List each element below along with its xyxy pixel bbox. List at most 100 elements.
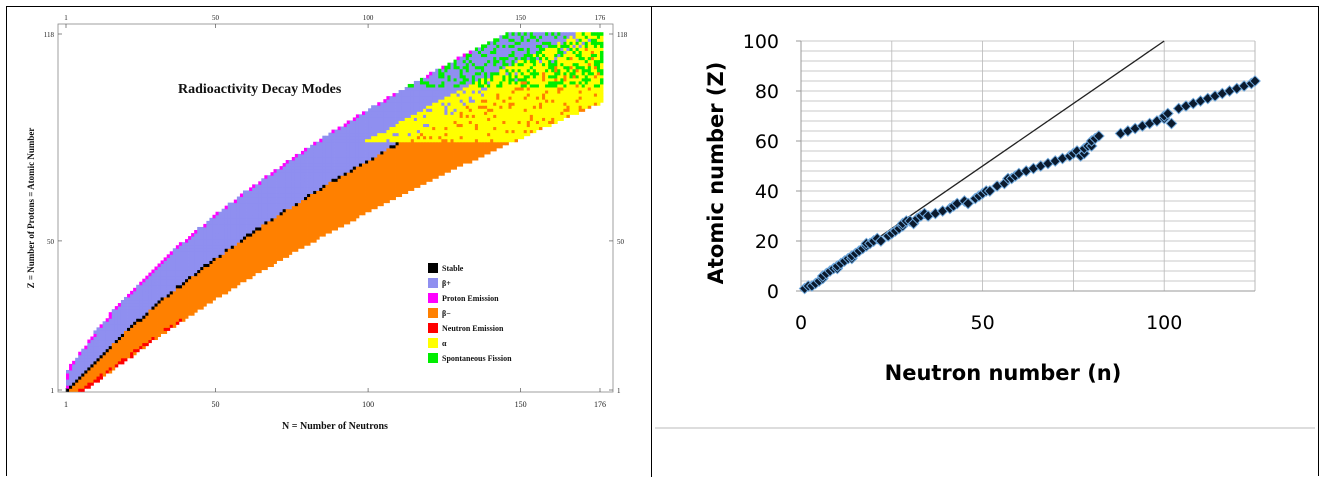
nuclide-cell xyxy=(194,239,198,243)
nuclide-cell xyxy=(105,357,110,362)
nuclide-cell xyxy=(419,166,424,170)
nuclide-cell xyxy=(258,193,262,198)
nuclide-cell xyxy=(343,132,348,137)
nuclide-cell xyxy=(258,217,262,222)
nuclide-cell xyxy=(157,330,161,334)
nuclide-cell xyxy=(423,147,427,152)
nuclide-cell xyxy=(264,217,268,222)
nuclide-cell xyxy=(157,290,161,295)
nuclide-cell xyxy=(191,299,195,304)
nuclide-cell xyxy=(185,278,189,283)
nuclide-cell xyxy=(484,135,488,140)
nuclide-cell xyxy=(99,351,104,356)
nuclide-cell xyxy=(249,187,253,191)
nuclide-cell xyxy=(313,196,317,201)
nuclide-cell xyxy=(413,90,418,94)
nuclide-cell xyxy=(465,102,470,106)
nuclide-cell xyxy=(304,217,308,222)
nuclide-cell xyxy=(395,108,399,112)
nuclide-cell xyxy=(560,87,564,91)
nuclide-cell xyxy=(514,87,519,91)
nuclide-cell xyxy=(169,284,174,289)
decay-cells xyxy=(66,32,604,392)
nuclide-cell xyxy=(108,324,113,328)
nuclide-cell xyxy=(432,163,436,167)
nuclide-cell xyxy=(181,312,186,316)
nuclide-cell xyxy=(270,175,274,179)
nuclide-cell xyxy=(163,303,168,307)
nuclide-cell xyxy=(331,153,335,158)
nuclide-cell xyxy=(270,208,274,213)
nuclide-cell xyxy=(572,102,576,106)
nuclide-cell xyxy=(139,306,143,310)
nuclide-cell xyxy=(273,208,277,213)
nuclide-cell xyxy=(392,184,396,188)
nuclide-cell xyxy=(514,126,519,131)
nuclide-cell xyxy=(310,166,314,170)
nuclide-cell xyxy=(325,217,329,222)
nuclide-cell xyxy=(224,208,229,213)
nuclide-cell xyxy=(453,96,457,100)
nuclide-cell xyxy=(355,208,360,213)
nuclide-cell xyxy=(319,175,323,179)
nuclide-cell xyxy=(252,236,256,240)
nuclide-cell xyxy=(600,87,604,91)
nuclide-cell xyxy=(105,318,110,322)
nuclide-cell xyxy=(365,132,369,137)
nuclide-cell xyxy=(361,150,366,155)
nuclide-cell xyxy=(249,202,253,207)
nuclide-cell xyxy=(261,202,265,207)
nuclide-cell xyxy=(480,93,485,97)
nuclide-cell xyxy=(404,150,409,155)
nuclide-cell xyxy=(178,315,183,319)
nuclide-cell xyxy=(365,135,369,140)
nuclide-cell xyxy=(462,147,467,152)
nuclide-cell xyxy=(361,123,366,128)
nuclide-cell xyxy=(114,357,119,362)
nuclide-cell xyxy=(407,144,412,149)
nuclide-cell xyxy=(172,309,177,313)
nuclide-cell xyxy=(520,105,525,109)
nuclide-cell xyxy=(538,90,543,94)
nuclide-cell xyxy=(194,272,198,277)
nuclide-cell xyxy=(203,248,207,252)
nuclide-cell xyxy=(291,193,296,198)
nuclide-cell xyxy=(484,50,488,55)
nuclide-cell xyxy=(560,105,564,109)
nuclide-cell xyxy=(426,135,430,140)
nuclide-cell xyxy=(236,236,241,240)
nuclide-cell xyxy=(352,187,357,191)
nuclide-cell xyxy=(474,47,479,51)
nuclide-cell xyxy=(261,266,265,271)
nuclide-cell xyxy=(377,105,381,109)
nuclide-cell xyxy=(203,254,207,258)
nuclide-cell xyxy=(447,120,451,125)
nuclide-cell xyxy=(322,160,326,164)
nuclide-cell xyxy=(365,153,369,158)
nuclide-cell xyxy=(462,117,467,121)
nuclide-cell xyxy=(267,196,271,201)
nuclide-cell xyxy=(224,275,229,280)
nuclide-cell xyxy=(148,296,152,301)
nuclide-cell xyxy=(212,230,216,234)
nuclide-cell xyxy=(340,214,345,219)
nuclide-cell xyxy=(529,56,534,61)
nuclide-cell xyxy=(386,150,390,155)
nuclide-cell xyxy=(490,77,494,82)
nuclide-cell xyxy=(368,156,372,161)
nuclide-cell xyxy=(365,169,369,173)
nuclide-cell xyxy=(477,53,482,58)
nuclide-cell xyxy=(419,102,424,106)
nuclide-cell xyxy=(508,77,512,82)
nuclide-cell xyxy=(569,68,573,73)
nuclide-cell xyxy=(252,269,256,274)
nuclide-cell xyxy=(462,102,467,106)
nuclide-cell xyxy=(343,144,348,149)
nuclide-cell xyxy=(169,266,174,271)
nuclide-cell xyxy=(181,260,186,264)
nuclide-cell xyxy=(215,220,219,225)
nuclide-cell xyxy=(157,321,161,325)
nuclide-cell xyxy=(584,74,589,79)
nuclide-cell xyxy=(203,233,207,237)
nuclide-cell xyxy=(218,230,223,234)
